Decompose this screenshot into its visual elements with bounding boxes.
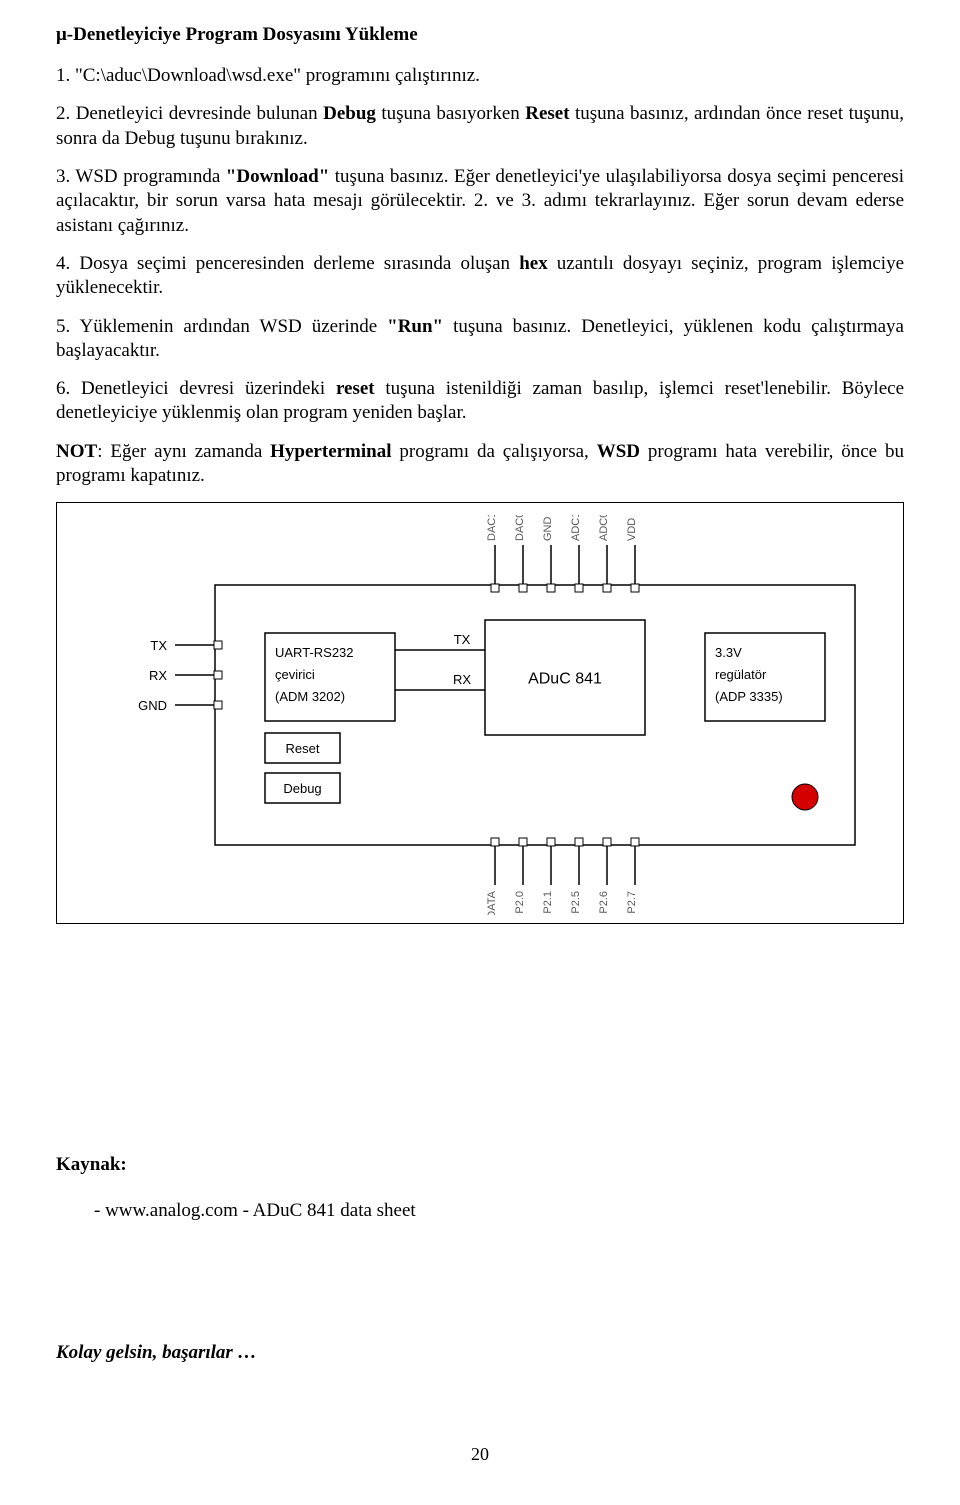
svg-text:P2.0: P2.0 bbox=[514, 891, 526, 914]
svg-text:GND: GND bbox=[138, 698, 167, 713]
circuit-diagram-container: DAC1 DAC0 GND ADC1 ADC0 VDD TX RX GND UART-RS232 ç… bbox=[56, 502, 904, 924]
circuit-diagram: DAC1 DAC0 GND ADC1 ADC0 VDD TX RX GND UART-RS232 ç… bbox=[65, 515, 895, 915]
page-number: 20 bbox=[56, 1444, 904, 1465]
step-3-a: 3. WSD programında bbox=[56, 166, 226, 187]
note-d: programı da çalışıyorsa, bbox=[392, 441, 597, 462]
svg-text:P2.7: P2.7 bbox=[626, 891, 638, 914]
svg-text:RX: RX bbox=[453, 672, 471, 687]
svg-text:P2.5: P2.5 bbox=[570, 891, 582, 914]
svg-text:SDATA: SDATA bbox=[486, 891, 498, 916]
svg-text:UART-RS232: UART-RS232 bbox=[275, 645, 354, 660]
step-2-reset: Reset bbox=[525, 103, 569, 124]
step-6-a: 6. Denetleyici devresi üzerindeki bbox=[56, 378, 336, 399]
step-3: 3. WSD programında "Download" tuşuna bas… bbox=[56, 165, 904, 238]
step-4: 4. Dosya seçimi penceresinden derleme sı… bbox=[56, 252, 904, 301]
step-5-run: "Run" bbox=[387, 316, 443, 337]
svg-text:VDD: VDD bbox=[626, 518, 638, 541]
svg-text:DAC0: DAC0 bbox=[514, 515, 526, 541]
step-4-a: 4. Dosya seçimi penceresinden derleme sı… bbox=[56, 253, 519, 274]
step-3-download: "Download" bbox=[226, 166, 329, 187]
step-2-c: tuşuna basıyorken bbox=[376, 103, 525, 124]
step-1: 1. "C:\aduc\Download\wsd.exe" programını… bbox=[56, 64, 904, 88]
svg-text:P2.6: P2.6 bbox=[598, 891, 610, 914]
note-label: NOT bbox=[56, 441, 97, 462]
svg-text:(ADP 3335): (ADP 3335) bbox=[715, 689, 783, 704]
note-paragraph: NOT: Eğer aynı zamanda Hyperterminal pro… bbox=[56, 440, 904, 489]
svg-text:TX: TX bbox=[150, 638, 167, 653]
step-6: 6. Denetleyici devresi üzerindeki reset … bbox=[56, 377, 904, 426]
section-heading: μ-Denetleyiciye Program Dosyasını Yüklem… bbox=[56, 24, 904, 46]
svg-text:Debug: Debug bbox=[283, 781, 321, 796]
step-2: 2. Denetleyici devresinde bulunan Debug … bbox=[56, 102, 904, 151]
step-4-hex: hex bbox=[519, 253, 548, 274]
footer-message: Kolay gelsin, başarılar … bbox=[56, 1342, 904, 1364]
svg-text:TX: TX bbox=[454, 632, 471, 647]
source-line: - www.analog.com - ADuC 841 data sheet bbox=[56, 1200, 904, 1222]
svg-text:DAC1: DAC1 bbox=[486, 515, 498, 541]
note-b: : Eğer aynı zamanda bbox=[97, 441, 270, 462]
svg-text:çevirici: çevirici bbox=[275, 667, 315, 682]
source-label: Kaynak: bbox=[56, 1154, 904, 1176]
svg-text:GND: GND bbox=[542, 517, 554, 542]
svg-text:Reset: Reset bbox=[286, 741, 320, 756]
note-wsd: WSD bbox=[597, 441, 640, 462]
note-hyperterminal: Hyperterminal bbox=[270, 441, 391, 462]
svg-text:(ADM 3202): (ADM 3202) bbox=[275, 689, 345, 704]
step-6-reset: reset bbox=[336, 378, 375, 399]
svg-text:regülatör: regülatör bbox=[715, 667, 767, 682]
step-5: 5. Yüklemenin ardından WSD üzerinde "Run… bbox=[56, 315, 904, 364]
svg-text:3.3V: 3.3V bbox=[715, 645, 742, 660]
step-5-a: 5. Yüklemenin ardından WSD üzerinde bbox=[56, 316, 387, 337]
svg-text:ADuC 841: ADuC 841 bbox=[528, 671, 602, 688]
svg-text:ADC1: ADC1 bbox=[570, 515, 582, 541]
step-2-a: 2. Denetleyici devresinde bulunan bbox=[56, 103, 323, 124]
svg-text:RX: RX bbox=[149, 668, 167, 683]
step-2-debug: Debug bbox=[323, 103, 376, 124]
svg-text:P2.1: P2.1 bbox=[542, 891, 554, 914]
svg-text:ADC0: ADC0 bbox=[598, 515, 610, 541]
